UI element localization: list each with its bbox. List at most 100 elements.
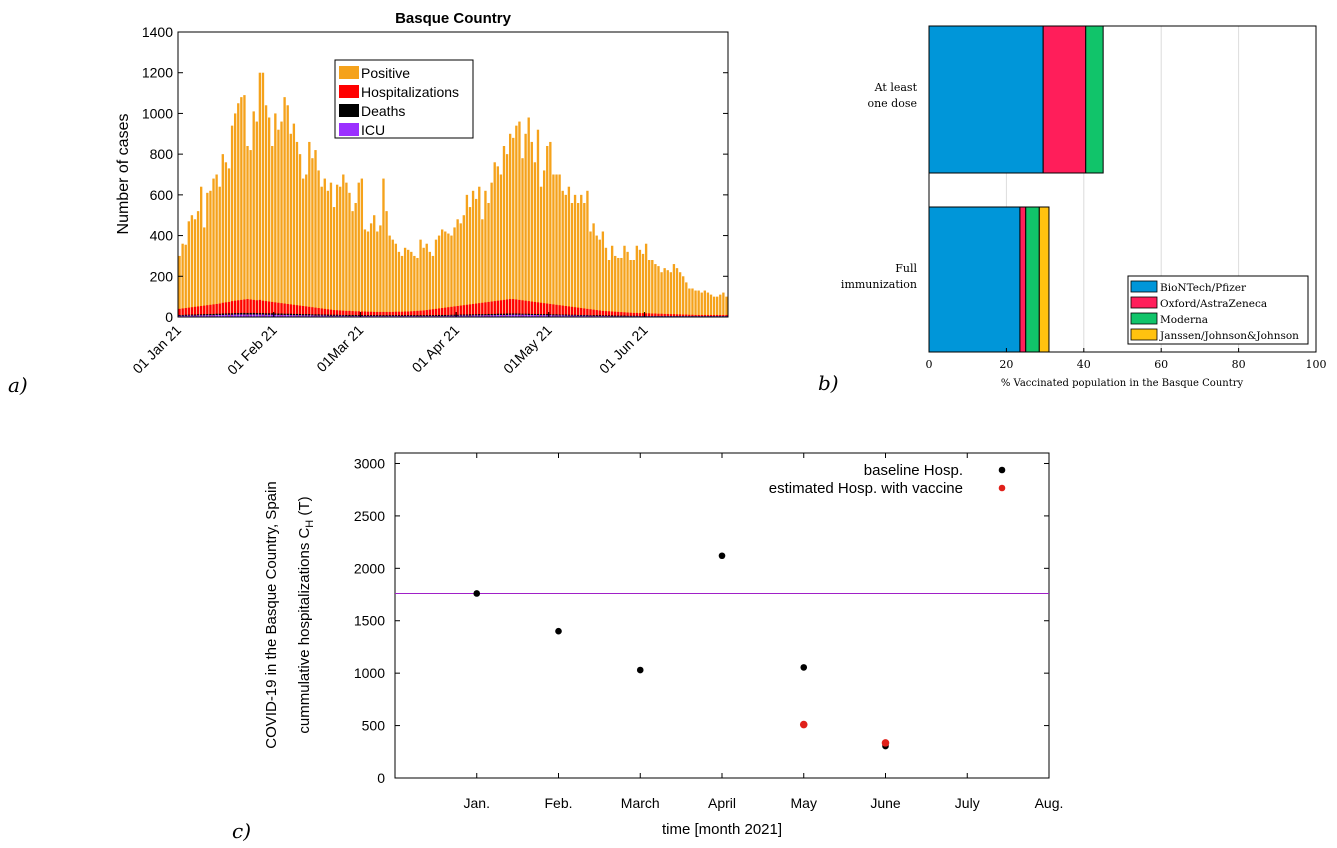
bar-hospitalizations-66	[382, 311, 385, 317]
bar-positive-39	[298, 154, 302, 317]
bar-hospitalizations-103	[496, 300, 499, 317]
bar-hospitalizations-85	[441, 308, 444, 317]
point-baseline-4	[800, 664, 808, 671]
bar-hospitalizations-37	[292, 304, 296, 317]
bar-positive-15	[224, 162, 228, 317]
bar-hospitalizations-94	[468, 304, 472, 317]
bar-icu-40	[301, 315, 305, 317]
x-tick-label: 01May 21	[500, 322, 555, 377]
bar-icu-89	[453, 315, 456, 317]
bar-positive-110	[518, 121, 521, 317]
bar-icu-139	[607, 315, 611, 317]
bar-icu-101	[490, 315, 493, 317]
bar-icu-6	[196, 315, 200, 317]
panel-c-xlabel: time [month 2021]	[662, 821, 782, 838]
bar-hospitalizations-1	[181, 308, 184, 317]
bar-icu-106	[505, 314, 509, 317]
bar-icu-85	[441, 315, 444, 317]
bar-hospitalizations-56	[351, 311, 354, 317]
bar-icu-66	[382, 315, 385, 317]
bar-positive-109	[515, 125, 518, 317]
bar-deaths-56	[351, 314, 354, 317]
bar-positive-176	[722, 292, 725, 317]
bar-hospitalizations-114	[530, 301, 533, 317]
bar-icu-72	[400, 315, 404, 317]
bar-positive-164	[685, 282, 688, 317]
bar-hospitalizations-154	[654, 313, 657, 317]
bar-positive-92	[462, 215, 465, 317]
bar-hospitalizations-121	[552, 304, 555, 317]
y-tick-label: 1500	[354, 613, 385, 629]
bar-positive-133	[589, 231, 592, 317]
bar-icu-134	[592, 315, 595, 317]
bar-hospitalizations-24	[252, 299, 255, 317]
bar-hospitalizations-123	[558, 305, 561, 317]
legend-entry: Positive	[361, 65, 410, 81]
bar-hospitalizations-107	[508, 299, 512, 317]
bar-hospitalizations-41	[305, 306, 308, 317]
bar-icu-91	[459, 315, 462, 317]
bar-positive-122	[555, 174, 558, 317]
bar-hospitalizations-84	[437, 308, 441, 317]
bar-positive-89	[453, 227, 456, 317]
bar-hospitalizations-155	[657, 313, 660, 317]
bar-deaths-86	[444, 314, 447, 317]
x-tick-label: 20	[999, 358, 1013, 371]
bar-icu-69	[391, 315, 394, 317]
bar-icu-108	[512, 314, 515, 317]
bar-hospitalizations-153	[651, 313, 654, 317]
bar-icu-43	[311, 315, 314, 317]
bar-positive-37	[292, 123, 296, 317]
panel-c-y-ticks: 0 500 1000 1500 2000 2500 3000	[354, 455, 1049, 786]
bar-positive-73	[403, 247, 407, 317]
bar-hospitalizations-73	[403, 311, 407, 317]
panel-b-chart: 0 20 40 60 80 100 At least one dose Full immuniz…	[818, 25, 1327, 395]
bar-positive-106	[505, 154, 509, 317]
point-baseline-1	[555, 627, 562, 635]
bar-icu-18	[233, 314, 237, 317]
bar-icu-50	[332, 315, 336, 317]
bar-icu-10	[209, 315, 212, 317]
bar-hospitalizations-49	[329, 309, 333, 317]
bar-hospitalizations-111	[521, 300, 524, 317]
bar-positive-93	[465, 194, 469, 317]
bar-hospitalizations-61	[366, 311, 370, 317]
bar-icu-137	[601, 315, 605, 317]
bar-deaths-54	[345, 314, 348, 317]
bar-positive-43	[311, 158, 314, 317]
bar-icu-95	[471, 315, 475, 317]
bar-icu-120	[549, 315, 552, 317]
bar-hospitalizations-76	[413, 311, 416, 317]
bar-hospitalizations-15	[224, 302, 228, 317]
bar-icu-74	[407, 315, 410, 317]
bar-hospitalizations-35	[286, 303, 289, 317]
bar-hospitalizations-171	[706, 314, 710, 317]
bar-hospitalizations-177	[725, 314, 728, 317]
bar-hospitalizations-139	[607, 311, 611, 317]
bar-positive-72	[400, 255, 404, 317]
bar-hospitalizations-29	[267, 301, 271, 317]
bar-icu-110	[518, 314, 521, 317]
bar-positive-11	[212, 178, 215, 317]
bar-hospitalizations-137	[601, 310, 605, 317]
bar-icu-51	[335, 315, 339, 317]
bar-positive-82	[431, 255, 435, 317]
bar-hospitalizations-83	[434, 308, 438, 317]
bar-hospitalizations-3	[187, 307, 190, 317]
bar-hospitalizations-21	[243, 299, 246, 317]
legend-entry: Oxford/AstraZeneca	[1160, 298, 1267, 310]
bar-icu-81	[428, 315, 431, 317]
panel-b-xlabel: % Vaccinated population in the Basque Co…	[1001, 378, 1244, 389]
x-tick-label: 40	[1077, 358, 1091, 371]
bar-positive-17	[230, 125, 234, 317]
bar-hospitalizations-45	[317, 308, 320, 317]
bar-hospitalizations-90	[456, 306, 459, 317]
y-tick-label: 200	[150, 268, 174, 284]
bar-hospitalizations-0	[178, 308, 181, 317]
y-tick-label: 600	[150, 187, 174, 203]
bar-icu-126	[567, 315, 571, 317]
bar-icu-71	[397, 315, 401, 317]
y-tick-label: 1000	[354, 665, 385, 681]
bar-positive-0	[178, 255, 181, 317]
bar-hospitalizations-19	[237, 300, 240, 317]
